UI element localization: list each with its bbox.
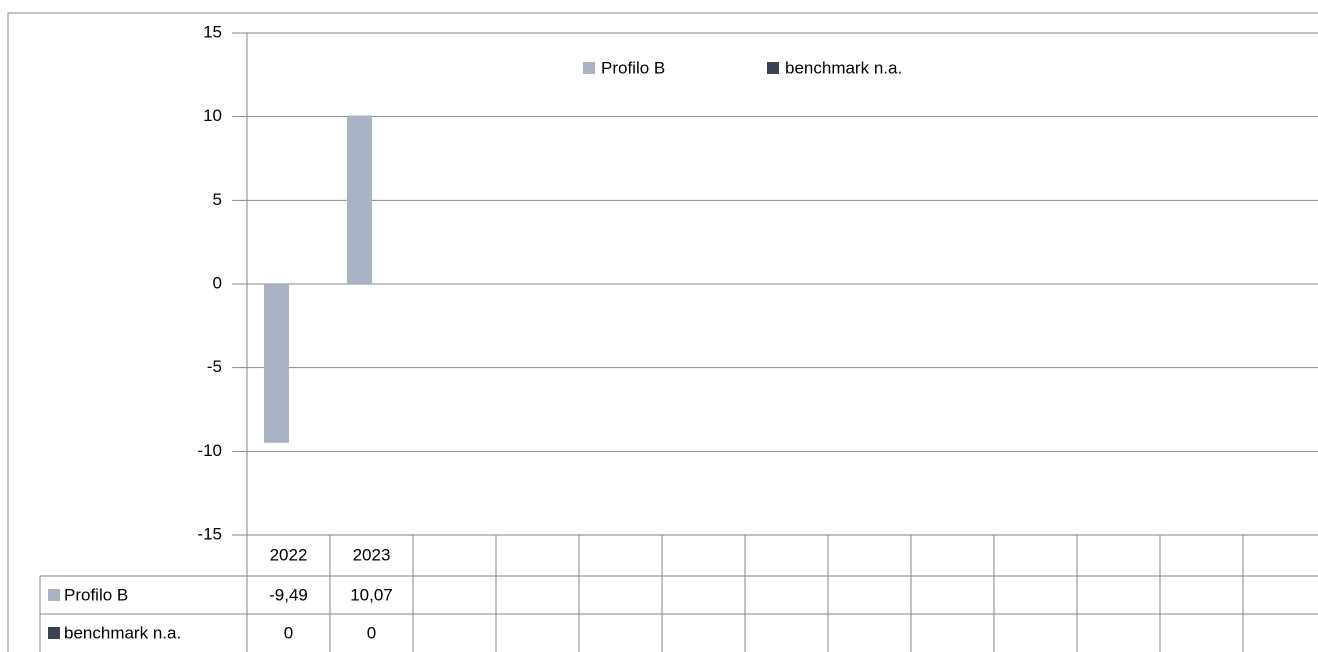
table-value: -9,49 <box>269 585 308 604</box>
y-tick-label: -15 <box>197 524 222 543</box>
x-tick-label: 2022 <box>270 545 308 564</box>
y-tick-label: 15 <box>203 22 222 41</box>
table-series-label: Profilo B <box>64 585 128 604</box>
table-value: 10,07 <box>350 585 393 604</box>
legend-label: benchmark n.a. <box>785 58 902 77</box>
table-series-label: benchmark n.a. <box>64 623 181 642</box>
y-tick-label: 10 <box>203 106 222 125</box>
legend-swatch <box>767 62 779 74</box>
x-tick-label: 2023 <box>353 545 391 564</box>
y-tick-label: -5 <box>207 357 222 376</box>
legend-swatch <box>583 62 595 74</box>
table-value: 0 <box>367 623 376 642</box>
legend-label: Profilo B <box>601 58 665 77</box>
y-tick-label: 5 <box>213 190 222 209</box>
y-tick-label: 0 <box>213 273 222 292</box>
table-value: 0 <box>284 623 293 642</box>
bar <box>264 284 289 443</box>
y-tick-label: -10 <box>197 441 222 460</box>
chart-frame <box>7 12 1318 652</box>
table-swatch <box>48 589 60 601</box>
table-swatch <box>48 627 60 639</box>
bar <box>347 115 372 284</box>
